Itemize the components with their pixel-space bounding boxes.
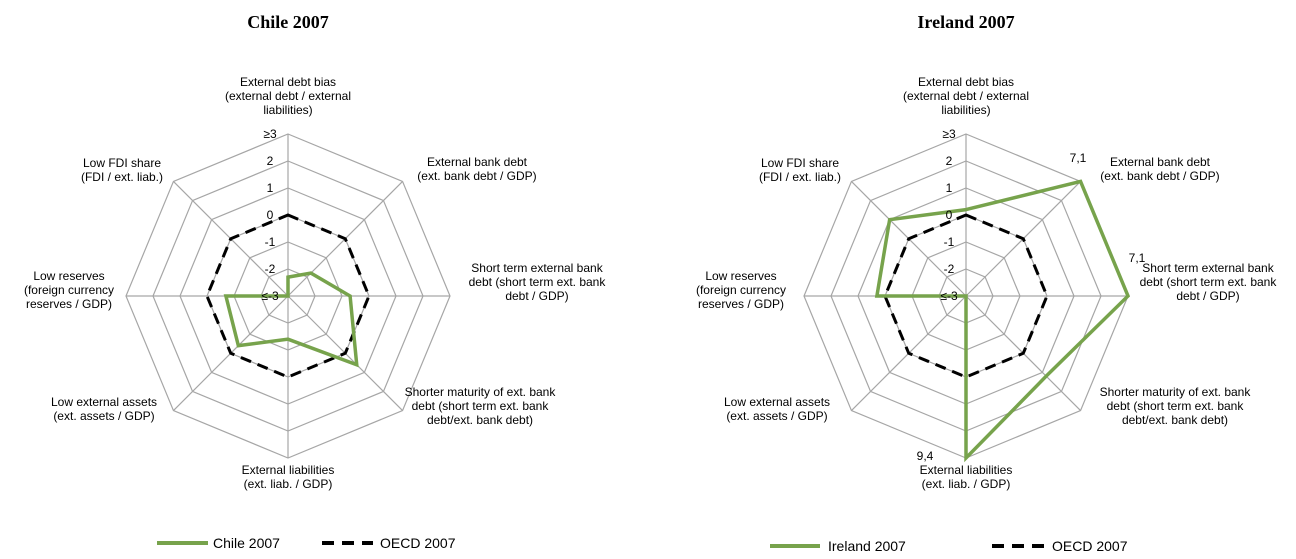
- tick-label: 1: [946, 181, 953, 195]
- series-line-ireland-2007: [874, 179, 1131, 463]
- axis-label: Low FDI share (FDI / ext. liab.): [759, 156, 841, 184]
- tick-label: 2: [946, 154, 953, 168]
- tick-label: 2: [267, 154, 274, 168]
- tick-label: ≥3: [263, 127, 277, 141]
- legend-label: Chile 2007: [213, 535, 280, 551]
- series-line-chile-2007: [223, 271, 359, 368]
- axis-label: External liabilities (ext. liab. / GDP): [242, 463, 335, 491]
- tick-label: 0: [946, 208, 953, 222]
- value-annotation: 9,4: [917, 449, 934, 463]
- axis-label: External liabilities (ext. liab. / GDP): [920, 463, 1013, 491]
- axis-label: Shorter maturity of ext. bank debt (short…: [405, 385, 557, 427]
- axis-label: External bank debt (ext. bank debt / GDP): [1100, 155, 1219, 183]
- chart-title: Chile 2007: [247, 12, 329, 32]
- axis-label: External bank debt (ext. bank debt / GDP): [417, 155, 536, 183]
- value-annotation: 7,1: [1129, 251, 1146, 265]
- axis-label: External debt bias (external debt / exter…: [903, 75, 1029, 117]
- series-line-oecd-2007: [883, 213, 1049, 379]
- tick-label: -1: [265, 235, 276, 249]
- axis-label: Short term external bank debt (short term…: [1140, 261, 1278, 303]
- series-line-oecd-2007: [205, 213, 371, 379]
- tick-label: -2: [944, 262, 955, 276]
- axis-label: Shorter maturity of ext. bank debt (short…: [1100, 385, 1252, 427]
- tick-label: 1: [267, 181, 274, 195]
- legend-label: Ireland 2007: [828, 538, 906, 554]
- tick-label: 0: [267, 208, 274, 222]
- value-annotation: 7,1: [1070, 151, 1087, 165]
- legend-label: OECD 2007: [1052, 538, 1128, 554]
- tick-label: ≤-3: [940, 289, 958, 303]
- legend-label: OECD 2007: [380, 535, 456, 551]
- axis-label: Low external assets (ext. assets / GDP): [724, 395, 830, 423]
- radar-chart-1: Ireland 2007 ≤-3 -2 -1 0 1 2 ≥3 External debt bi…: [696, 12, 1277, 554]
- radar-chart-0: Chile 2007 ≤-3 -2 -1 0 1 2 ≥3 External debt bias…: [24, 12, 606, 551]
- axis-label: Low reserves (foreign currency reserves / …: [24, 269, 114, 311]
- tick-label: ≥3: [942, 127, 956, 141]
- axis-label: Short term external bank debt (short term…: [469, 261, 607, 303]
- axis-label: Low FDI share (FDI / ext. liab.): [81, 156, 163, 184]
- tick-label: -2: [265, 262, 276, 276]
- axis-label: External debt bias (external debt / exter…: [225, 75, 351, 117]
- axis-label: Low external assets (ext. assets / GDP): [51, 395, 157, 423]
- axis-label: Low reserves (foreign currency reserves / …: [696, 269, 786, 311]
- chart-title: Ireland 2007: [917, 12, 1014, 32]
- tick-label: ≤-3: [261, 289, 279, 303]
- tick-label: -1: [944, 235, 955, 249]
